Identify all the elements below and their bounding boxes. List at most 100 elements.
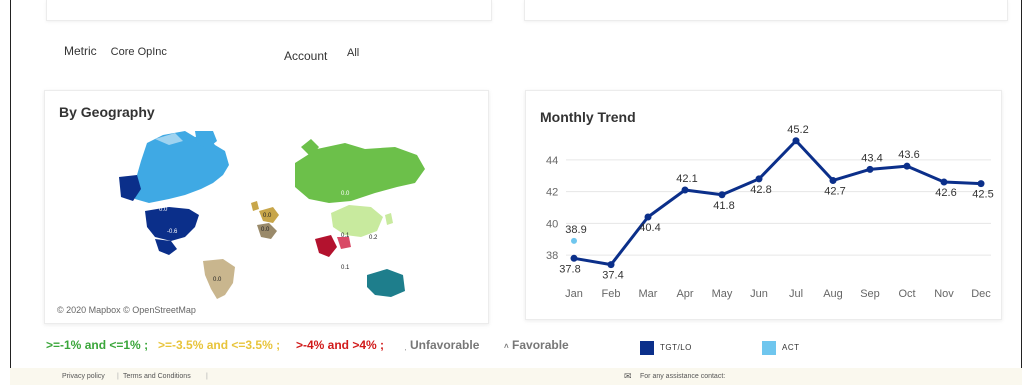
region-uk — [251, 201, 259, 211]
data-label-s0-4: 41.8 — [713, 200, 734, 212]
data-label-s0-8: 43.4 — [861, 152, 882, 164]
data-point-s0-0 — [570, 254, 578, 262]
x-tick-label-5: Jun — [750, 288, 768, 300]
data-point-s0-10 — [940, 178, 948, 186]
y-tick-label-0: 38 — [546, 250, 558, 262]
x-tick-label-11: Dec — [971, 288, 991, 300]
geography-card: By Geography 0.0 -0.6 0.0 0.0 0.0 — [44, 90, 489, 324]
x-tick-label-2: Mar — [639, 288, 658, 300]
data-label-s0-3: 42.1 — [676, 173, 697, 185]
region-southeast-asia — [337, 237, 351, 249]
y-tick-label-1: 40 — [546, 218, 558, 230]
region-western-europe — [259, 207, 279, 223]
data-point-s1-0 — [571, 237, 577, 244]
privacy-link[interactable]: Privacy policy — [62, 373, 105, 380]
trend-card: Monthly Trend 38 40 42 44 Jan Feb Mar Apr May Jun… — [525, 90, 1002, 320]
metric-filter[interactable]: Metric Core OpInc — [64, 44, 167, 58]
data-label-s0-2: 40.4 — [639, 222, 660, 234]
x-tick-label-9: Oct — [898, 288, 915, 300]
region-greenland — [195, 131, 217, 149]
map-label-africa: 0.0 — [261, 227, 270, 233]
data-point-s0-4 — [718, 191, 726, 199]
region-china — [331, 205, 383, 237]
data-label-s0-11: 42.5 — [972, 189, 993, 201]
data-point-s0-2 — [644, 213, 652, 221]
x-tick-label-7: Aug — [823, 288, 843, 300]
trend-title: Monthly Trend — [540, 109, 636, 125]
tgt-swatch[interactable] — [640, 341, 654, 355]
region-eurasia — [295, 143, 425, 203]
region-scandinavia — [301, 139, 319, 157]
region-japan — [385, 213, 393, 225]
x-tick-label-6: Jul — [789, 288, 803, 300]
region-canada — [131, 131, 229, 203]
region-arctic-islands — [155, 133, 183, 145]
legend-unfavorable: ˌ Unfavorable — [404, 338, 480, 352]
data-label-s0-1: 37.4 — [602, 270, 623, 282]
series-line-0 — [573, 139, 982, 267]
legend-band-red: >-4% and >4% ; — [296, 338, 385, 352]
map-label-asia: 0.1 — [341, 265, 350, 271]
data-label-s0-0: 37.8 — [559, 263, 580, 275]
mail-icon: ✉ — [624, 371, 632, 381]
data-point-s0-9 — [903, 162, 911, 170]
account-label: Account — [284, 49, 328, 63]
region-mexico — [155, 239, 177, 255]
region-alaska — [119, 175, 141, 201]
top-card-left — [46, 0, 492, 21]
data-point-s0-7 — [829, 176, 837, 184]
act-legend-label[interactable]: ACT — [782, 343, 800, 352]
data-label-s0-5: 42.8 — [750, 184, 771, 196]
favorable-icon: ˄ — [504, 342, 509, 351]
data-point-s0-8 — [866, 165, 874, 173]
data-label-s0-10: 42.6 — [935, 187, 956, 199]
map-label-south-america: 0.0 — [213, 277, 222, 283]
geography-title: By Geography — [59, 104, 155, 120]
x-tick-label-8: Sep — [860, 288, 880, 300]
top-card-right — [524, 0, 1008, 21]
act-swatch[interactable] — [762, 341, 776, 355]
region-india — [315, 235, 337, 257]
region-usa — [145, 207, 199, 241]
x-tick-label-0: Jan — [565, 288, 583, 300]
tgt-legend-label[interactable]: TGT/LO — [660, 343, 692, 352]
map-label-europe: 0.0 — [263, 213, 272, 219]
world-map[interactable]: 0.0 -0.6 0.0 0.0 0.0 0.1 0.2 0.1 0.0 — [45, 91, 488, 323]
map-label-japan: 0.2 — [369, 235, 378, 241]
data-point-s0-1 — [607, 261, 615, 269]
assist-text: For any assistance contact: — [640, 373, 726, 380]
monthly-trend-chart[interactable]: 38 40 42 44 Jan Feb Mar Apr May Jun Jul Aug Sep Oct No… — [526, 91, 1001, 319]
data-label-s0-9: 43.6 — [898, 149, 919, 161]
map-label-eurasia: 0.0 — [341, 191, 350, 197]
y-tick-label-3: 44 — [546, 155, 558, 167]
map-label-china: 0.1 — [341, 233, 350, 239]
unfavorable-icon: ˌ — [404, 342, 407, 351]
x-tick-label-1: Feb — [602, 288, 621, 300]
legend-band-green: >=-1% and <=1% ; — [46, 338, 149, 352]
legend-favorable: ˄ Favorable — [504, 338, 569, 352]
metric-label: Metric — [64, 44, 97, 58]
map-label-usa: -0.6 — [167, 229, 178, 235]
region-south-america — [203, 259, 235, 299]
region-africa-north — [257, 223, 277, 239]
data-point-s0-6 — [792, 137, 800, 145]
data-point-s0-5 — [755, 175, 763, 183]
map-label-canada: 0.0 — [159, 207, 168, 213]
account-value[interactable]: All — [347, 47, 360, 59]
account-filter[interactable]: Account — [284, 49, 327, 63]
data-label-s0-7: 42.7 — [824, 185, 845, 197]
x-tick-label-10: Nov — [934, 288, 954, 300]
data-label-s0-6: 45.2 — [787, 124, 808, 136]
y-tick-label-2: 42 — [546, 187, 558, 199]
x-tick-label-3: Apr — [676, 288, 693, 300]
terms-link[interactable]: Terms and Conditions — [123, 373, 191, 380]
footer-divider-2: | — [206, 373, 208, 380]
legend-band-yellow: >=-3.5% and <=3.5% ; — [158, 338, 281, 352]
map-attribution[interactable]: © 2020 Mapbox © OpenStreetMap — [57, 305, 196, 315]
region-australia — [367, 269, 405, 297]
metric-value[interactable]: Core OpInc — [110, 46, 167, 58]
x-tick-label-4: May — [712, 288, 733, 300]
data-point-s0-3 — [681, 186, 689, 194]
footer-divider: | — [117, 373, 119, 380]
footer: Privacy policy | Terms and Conditions | … — [10, 368, 1022, 385]
